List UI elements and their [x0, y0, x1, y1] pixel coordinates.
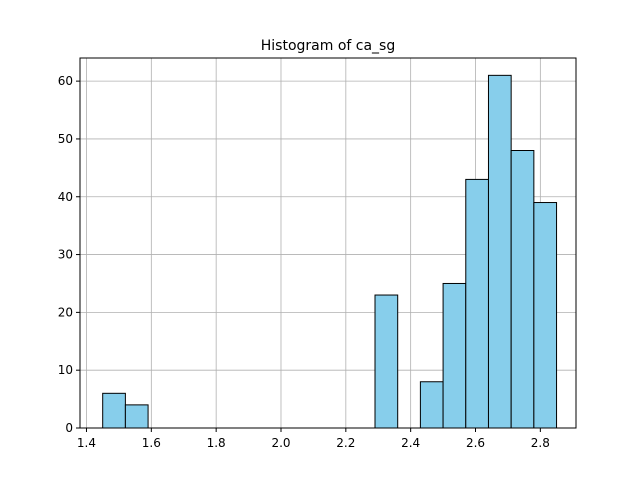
- y-tick-label: 40: [58, 190, 73, 204]
- x-tick-label: 2.6: [466, 436, 485, 450]
- y-tick-label: 10: [58, 363, 73, 377]
- y-tick-label: 50: [58, 132, 73, 146]
- histogram-bar: [487, 74, 512, 429]
- chart-title: Histogram of ca_sg: [261, 38, 395, 54]
- axes-frame: [79, 57, 577, 429]
- histogram-bar: [465, 178, 489, 429]
- y-tick-label: 20: [58, 305, 73, 319]
- histogram-bar: [102, 392, 126, 429]
- histogram-bar: [533, 202, 558, 429]
- histogram-bar: [374, 294, 399, 429]
- histogram-bar: [419, 381, 444, 429]
- histogram-bar: [510, 150, 535, 429]
- x-tick-label: 1.8: [207, 436, 226, 450]
- x-tick-label: 2.2: [336, 436, 355, 450]
- x-axis: 1.4 1.6 1.8 2.0 2.2 2.4 2.6 2.8: [77, 428, 550, 450]
- y-axis: 0 10 20 30 40 50 60: [58, 74, 80, 435]
- x-tick-label: 2.4: [401, 436, 420, 450]
- histogram-bar: [124, 404, 149, 429]
- x-tick-label: 1.6: [142, 436, 161, 450]
- x-tick-label: 1.4: [77, 436, 96, 450]
- x-tick-label: 2.0: [271, 436, 290, 450]
- histogram-bar: [442, 282, 467, 429]
- y-tick-label: 30: [58, 248, 73, 262]
- y-tick-label: 60: [58, 74, 73, 88]
- bars: [102, 74, 558, 429]
- x-tick-label: 2.8: [531, 436, 550, 450]
- y-tick-label: 0: [65, 421, 73, 435]
